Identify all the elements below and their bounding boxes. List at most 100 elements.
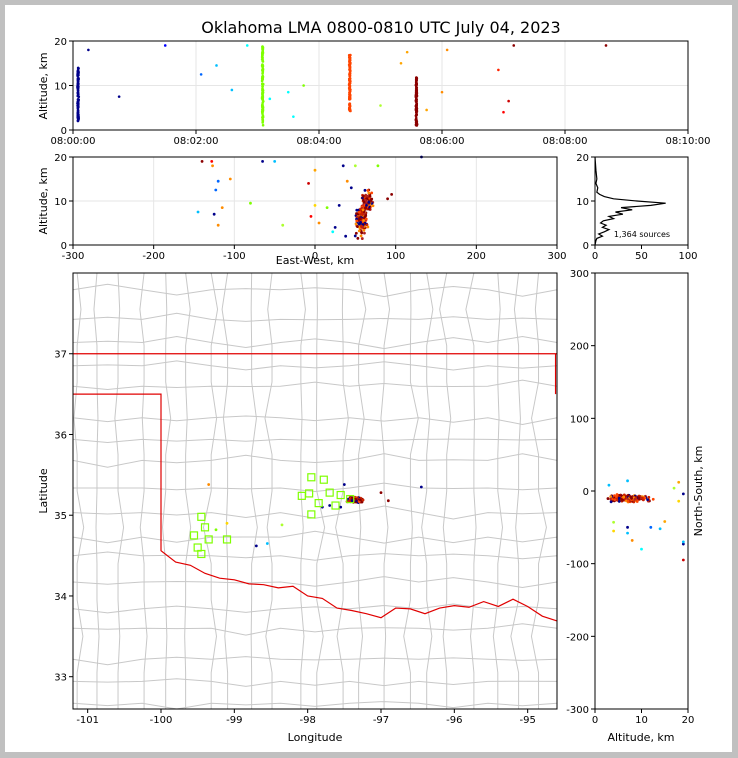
longitude-tick-label: -99 — [226, 715, 242, 726]
ew-tick-label: 300 — [547, 251, 566, 262]
source-point — [415, 86, 419, 90]
ew-tick-label: -100 — [223, 251, 246, 262]
source-point — [210, 160, 214, 163]
altitude-tick-label: 0 — [61, 126, 67, 137]
source-point — [612, 529, 615, 533]
source-point — [212, 212, 216, 216]
lma-station-marker — [204, 535, 213, 544]
altitude-tick-label: 0 — [61, 241, 67, 252]
county-line — [72, 576, 558, 589]
source-point — [261, 110, 264, 114]
source-point — [281, 223, 285, 227]
lma-station-marker — [307, 510, 316, 519]
time-tick-label: 08:10:00 — [666, 136, 711, 147]
altitude-tick-label: 10 — [54, 82, 67, 93]
altitude-histogram-line — [594, 156, 666, 246]
source-point — [76, 90, 80, 94]
source-point — [348, 97, 352, 100]
county-line — [72, 283, 558, 298]
alt-ns-ticks: 0 10 20 -300 -200 -100 0 100 200 300 — [566, 269, 694, 726]
alt-ns-xlabel: Altitude, km — [607, 731, 674, 744]
source-point — [512, 44, 516, 47]
county-line — [72, 603, 558, 614]
source-point — [348, 94, 352, 98]
altitude-tick-label: 20 — [54, 153, 67, 164]
source-point — [415, 104, 418, 107]
source-point — [415, 89, 418, 93]
alt-ns-y-tick-label: 100 — [570, 414, 589, 425]
source-point — [337, 204, 341, 207]
source-point — [261, 59, 264, 63]
chart-title: Oklahoma LMA 0800-0810 UTC July 04, 2023 — [201, 18, 560, 37]
alt-ns-y-tick-label: -100 — [566, 560, 589, 571]
source-point — [364, 206, 368, 210]
county-line — [403, 272, 419, 709]
source-point — [261, 74, 265, 78]
source-point — [357, 210, 361, 214]
lma-stations — [189, 473, 355, 559]
source-point — [658, 527, 662, 531]
lma-station-marker — [305, 489, 314, 498]
source-point — [414, 111, 418, 114]
ew-tick-label: -200 — [142, 251, 165, 262]
source-point — [635, 500, 639, 503]
latitude-tick-label: 36 — [54, 430, 67, 441]
lma-station-marker — [197, 549, 206, 559]
lma-figure-svg: Oklahoma LMA 0800-0810 UTC July 04, 2023… — [37, 18, 711, 744]
source-point — [353, 234, 357, 238]
source-point — [425, 108, 428, 112]
source-point — [261, 76, 265, 80]
source-count-annotation: 1,364 sources — [614, 230, 670, 239]
source-point — [76, 100, 80, 103]
source-point — [261, 45, 264, 48]
time-altitude-grid — [72, 40, 689, 131]
source-point — [649, 525, 653, 529]
time-tick-label: 08:04:00 — [297, 136, 342, 147]
county-line — [72, 379, 558, 390]
ew-altitude-points — [196, 155, 423, 240]
county-line — [184, 272, 192, 709]
source-point — [355, 219, 359, 223]
source-point — [348, 104, 352, 108]
source-point — [606, 497, 610, 500]
source-point — [354, 231, 358, 235]
source-point — [368, 194, 372, 198]
source-point — [612, 520, 615, 524]
time-altitude-points — [76, 44, 608, 127]
county-line — [300, 272, 306, 709]
source-point — [77, 67, 80, 70]
source-point — [415, 119, 418, 122]
histogram-x-tick-label: 0 — [592, 251, 598, 262]
county-line — [114, 272, 125, 709]
source-point — [313, 168, 317, 172]
source-point — [313, 204, 317, 207]
county-line — [72, 656, 558, 666]
source-point — [348, 72, 351, 75]
county-line — [264, 272, 273, 709]
source-point — [348, 87, 352, 91]
source-point — [261, 123, 265, 127]
source-point — [497, 68, 500, 72]
source-point — [341, 164, 345, 168]
alt-ns-ylabel: North-South, km — [692, 446, 705, 537]
source-point — [386, 499, 390, 503]
source-point — [353, 164, 357, 168]
county-line — [72, 530, 558, 544]
county-line — [202, 272, 219, 709]
county-line — [73, 272, 85, 709]
lma-station-marker — [197, 512, 206, 521]
county-boundaries — [72, 272, 558, 710]
longitude-tick-label: -95 — [519, 715, 535, 726]
source-point — [77, 71, 80, 74]
source-point — [333, 226, 337, 229]
source-point — [230, 88, 234, 92]
latitude-tick-label: 33 — [54, 673, 67, 684]
source-point — [358, 498, 362, 502]
source-point — [76, 117, 80, 120]
county-line — [72, 551, 558, 561]
source-point — [76, 112, 80, 115]
source-point — [280, 523, 284, 527]
source-point — [76, 78, 80, 82]
county-line — [221, 272, 229, 709]
source-point — [604, 44, 608, 47]
